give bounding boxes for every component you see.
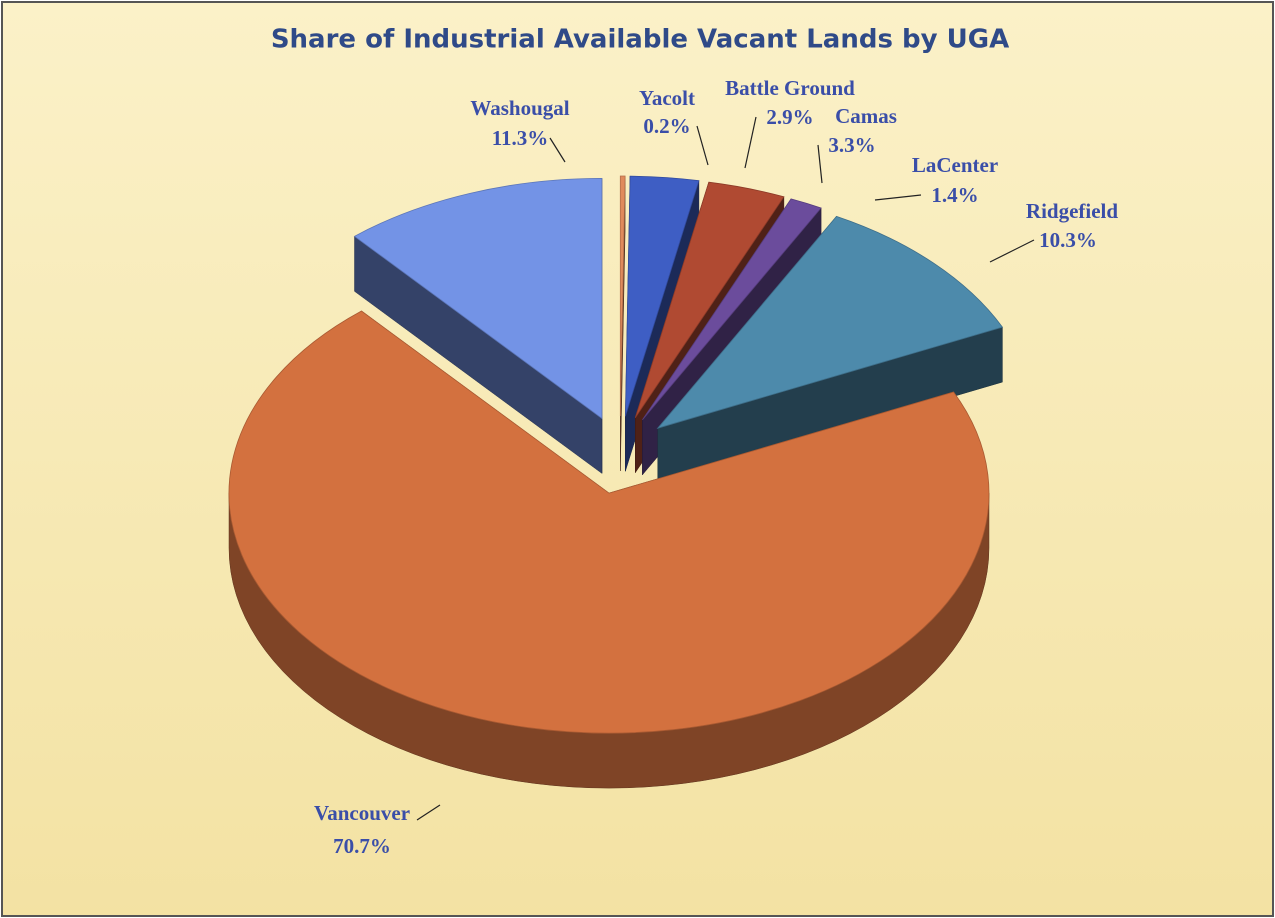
pie-slice: [634, 181, 785, 418]
slice-value-label: 2.9%: [766, 105, 813, 129]
pie-slice: [642, 198, 822, 421]
labels: Washougal 11.3% Yacolt 0.2% Battle Ground 2.9…: [314, 76, 1118, 858]
slice-value-label: 11.3%: [492, 126, 549, 150]
pie-tops: [228, 175, 1004, 734]
slice-label: LaCenter: [912, 153, 998, 177]
leader-line: [416, 804, 441, 821]
slice-label: Vancouver: [314, 801, 410, 825]
pie-slice: [353, 177, 603, 420]
slice-label: Ridgefield: [1026, 199, 1118, 223]
pie-slice: [656, 215, 1004, 429]
chart-title: Share of Industrial Available Vacant Lan…: [271, 25, 1009, 55]
leader-line: [874, 194, 922, 201]
slice-value-label: 0.2%: [643, 114, 690, 138]
leader-line: [817, 144, 823, 184]
leader-line: [549, 137, 566, 163]
pie-slice: [228, 310, 990, 734]
slice-value-label: 3.3%: [828, 133, 875, 157]
leader-line: [989, 239, 1035, 263]
pie-slice: [619, 175, 626, 417]
slice-label: Washougal: [470, 96, 569, 120]
slice-label: Battle Ground: [725, 76, 855, 100]
slice-label: Yacolt: [639, 86, 695, 110]
pie-slice: [624, 175, 700, 417]
slice-label: Camas: [835, 104, 897, 128]
leader-line: [744, 116, 757, 169]
leader-line: [696, 125, 709, 166]
slice-value-label: 1.4%: [931, 183, 978, 207]
slice-value-label: 10.3%: [1039, 228, 1097, 252]
slice-value-label: 70.7%: [333, 834, 391, 858]
